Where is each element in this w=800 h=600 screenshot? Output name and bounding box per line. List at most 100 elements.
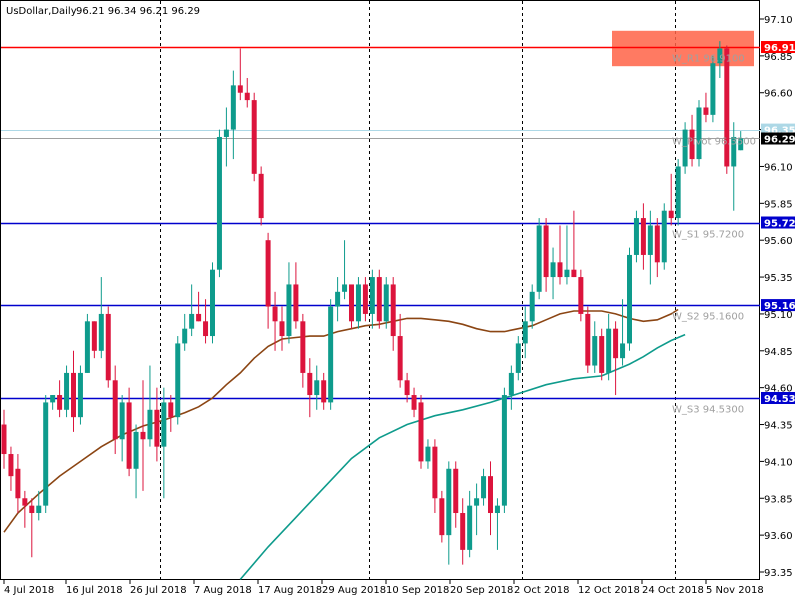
candle-body	[731, 136, 737, 167]
pivot-axis-tag-label: 96.35	[764, 126, 796, 137]
pivot-axis-tag-box	[761, 299, 795, 312]
candle	[390, 277, 396, 351]
candle-body	[168, 402, 174, 418]
candle-body	[147, 409, 153, 440]
time-tick-label: 20 Sep 2018	[450, 585, 513, 596]
candle	[550, 247, 556, 300]
candle-body	[738, 138, 744, 151]
candle-body	[564, 269, 570, 278]
candle-body	[98, 313, 104, 351]
candle	[446, 461, 452, 565]
candle-body	[529, 291, 535, 322]
candle-body	[508, 372, 514, 396]
candle-body	[77, 372, 83, 418]
candle	[411, 387, 417, 418]
candle-body	[467, 505, 473, 550]
candle-body	[397, 336, 403, 381]
candle	[536, 218, 542, 300]
candle	[606, 313, 612, 381]
pivot-axis-tag-label: 96.91	[764, 43, 796, 54]
candle-body	[272, 306, 278, 322]
candle	[515, 336, 521, 381]
candle-body	[522, 321, 528, 344]
candle	[71, 350, 76, 432]
candle	[627, 247, 632, 351]
candle	[307, 358, 313, 418]
candle-body	[571, 269, 577, 278]
candle-body	[724, 48, 730, 167]
candle	[22, 490, 28, 528]
candle-body	[675, 166, 681, 219]
candle-body	[453, 468, 459, 514]
price-tick-label: 95.10	[764, 310, 793, 321]
candle	[703, 92, 709, 123]
candle-body	[57, 395, 63, 410]
candle-body	[342, 284, 348, 292]
candle-body	[550, 262, 556, 278]
candle-body	[244, 92, 250, 101]
candle	[724, 45, 730, 174]
candle-body	[29, 505, 35, 514]
price-tick-label: 97.10	[764, 15, 793, 26]
candle-body	[439, 498, 445, 536]
candle	[439, 490, 445, 543]
candle	[397, 313, 403, 388]
candle	[529, 284, 535, 329]
pivot-line-label: W_Pivot 96.3500	[672, 137, 756, 148]
candle	[265, 232, 271, 329]
candle	[168, 395, 174, 432]
candle-body	[112, 380, 118, 440]
candle-body	[432, 446, 438, 499]
candle-body	[175, 343, 181, 418]
candle	[15, 454, 21, 514]
candle-body	[613, 328, 619, 359]
candle	[578, 269, 584, 322]
candle	[369, 269, 375, 329]
candle	[453, 461, 459, 528]
time-tick-label: 17 Aug 2018	[258, 585, 322, 596]
candle-body	[15, 468, 21, 499]
candle-body	[126, 402, 132, 469]
candle	[633, 210, 639, 263]
candle	[418, 395, 424, 469]
pivot-line-label: W_S1 95.7200	[672, 230, 744, 241]
candle-body	[43, 402, 49, 506]
time-tick-label: 26 Jul 2018	[130, 585, 187, 596]
candle-body	[501, 395, 507, 506]
candle	[613, 321, 619, 396]
time-axis: 4 Jul 2018 16 Jul 2018 26 Jul 2018 7 Aug 20…	[3, 580, 764, 596]
candle	[161, 387, 167, 499]
price-tick-label: 94.85	[764, 347, 793, 358]
price-tick-label: 95.60	[764, 236, 793, 247]
candle-body	[362, 284, 368, 314]
candle	[251, 92, 257, 182]
time-tick-label: 16 Jul 2018	[66, 585, 123, 596]
candle	[77, 365, 83, 425]
candle	[731, 122, 737, 211]
candle-body	[585, 313, 591, 366]
candle-body	[258, 173, 264, 219]
candle	[342, 240, 348, 300]
candle	[300, 313, 306, 388]
candle	[654, 218, 660, 278]
pivot-axis-tag-box	[761, 41, 795, 54]
candle	[481, 468, 487, 506]
candle	[279, 306, 285, 351]
candle	[223, 107, 229, 167]
candle	[98, 277, 104, 359]
candle	[57, 380, 63, 418]
pivot-axis-tag-box	[761, 391, 795, 404]
candles	[1, 41, 744, 565]
price-tick-label: 93.85	[764, 494, 793, 505]
candle-body	[474, 498, 480, 506]
candle	[647, 210, 653, 285]
price-axis: 97.10 96.85 96.60 96.35 96.10 95.85 95.60 95.35…	[760, 15, 796, 579]
price-tick-label: 96.85	[764, 52, 793, 63]
candle	[599, 328, 605, 381]
candle	[133, 424, 139, 499]
chart-symbol-label: UsDollar,Daily	[6, 6, 77, 17]
candle	[675, 159, 681, 226]
candle	[467, 490, 473, 558]
candle	[689, 114, 695, 167]
